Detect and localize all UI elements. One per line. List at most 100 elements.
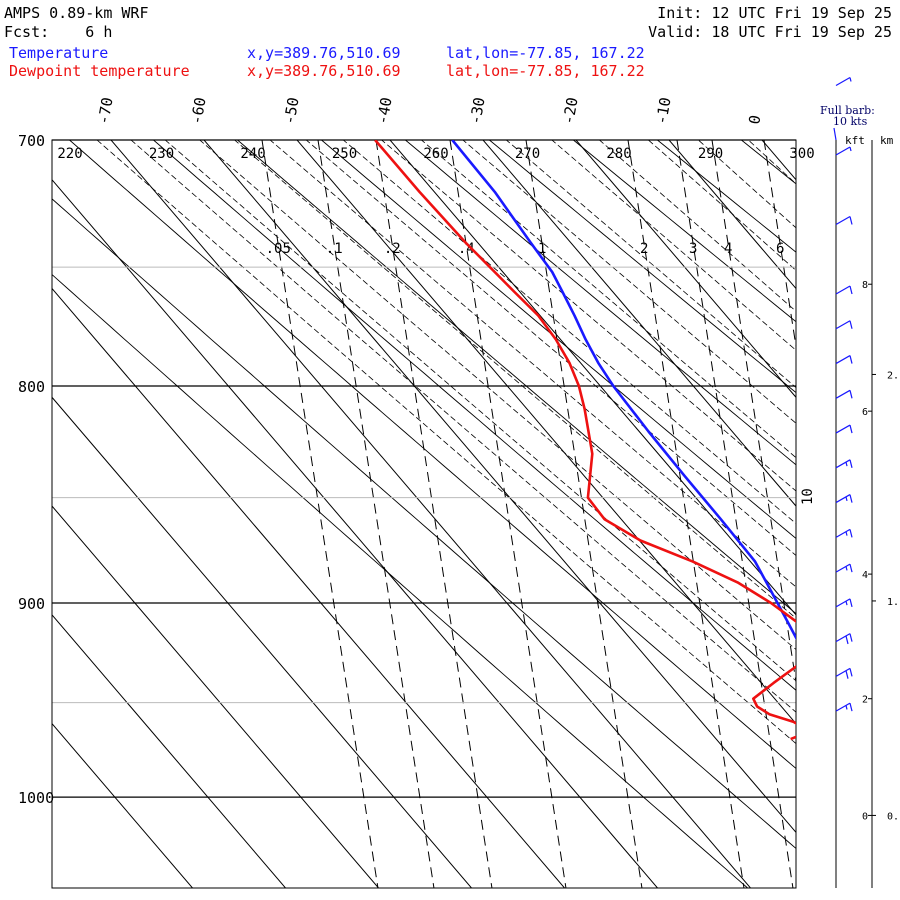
wind-barb [835,424,851,434]
wind-barb-flag [849,668,853,677]
kft-axis-label: kft [845,134,865,147]
isotherm-line [52,287,566,888]
plot-frame [51,139,797,889]
dewpoint-latlon: lat,lon=-77.85, 167.22 [446,62,645,80]
moist-adiabat-line [740,87,900,900]
mixing-ratio-label: .05 [266,241,291,257]
mixing-ratio-label: 1 [538,241,546,257]
wind-barb [835,146,851,156]
isotherm-line [52,722,194,888]
wind-barb-half-flag [845,496,848,502]
temperature-legend-label: Temperature [9,44,109,62]
moist-adiabat-line [130,140,796,713]
wind-barb [835,598,851,608]
wind-barb [835,702,851,712]
forecast-hour: Fcst: 6 h [4,23,113,41]
moist-adiabat-line [96,140,796,745]
isotherm-line [52,396,473,888]
moist-adiabat-line [747,140,796,185]
theta-label: 280 [606,146,631,162]
isotherm-line [389,140,796,616]
dry-adiabat-line [740,140,796,185]
temperature-profile-line [451,140,796,641]
wind-barb-flag [849,320,853,329]
wind-barb-flag [845,635,849,645]
wind-barb [835,633,851,643]
wind-barb-flag [849,633,853,642]
mixing-ratio-label: .1 [326,241,343,257]
theta-label: 270 [515,146,540,162]
mixing-ratio-line [627,140,745,888]
model-title: AMPS 0.89-km WRF [4,4,149,22]
isobar-lines [52,139,796,798]
dry-adiabat-line [152,140,796,691]
theta-label: 300 [789,146,814,162]
wind-barb-flag [849,390,853,399]
background-lines [52,87,900,900]
wind-barb [835,320,851,330]
moist-adiabat-line [420,140,796,459]
wind-barb-flag [849,598,853,608]
mixing-ratio-label: 2 [640,241,648,257]
wind-barb-flag [849,563,853,573]
mixing-ratio-label: 4 [724,241,732,257]
isotherm-line [52,614,287,888]
moist-adiabat-line [305,140,796,556]
pressure-tick-label: 900 [18,595,45,613]
wind-barb-half-flag [845,601,848,606]
moist-adiabat-line [598,140,796,312]
wind-barb-flag [849,285,853,295]
dry-adiabat-line [68,140,796,770]
wind-barb-flag [849,702,853,712]
wind-barb [835,215,851,226]
mixing-ratio-label: .2 [384,241,401,257]
mixing-ratio-line [375,140,493,888]
barb-legend-line1: Full barb: [820,104,875,117]
moist-adiabat-line [199,140,796,651]
isotherm-line [52,178,659,888]
wind-barb-half-flag [849,146,852,152]
wind-barb-flag [849,355,853,364]
moist-adiabat-line [837,87,900,900]
axis-labels: .05 .1 .2 .4 1 2 3 4 6 700 800 900 1000 -70 -60 -50 -40 -… [18,96,816,807]
km-tick-label: 0. [887,811,899,822]
dry-adiabat-line [792,114,900,900]
wind-barb [835,285,851,295]
wind-barb-half-flag [845,531,848,536]
dry-adiabat-line [572,140,796,323]
pressure-tick-label: 1000 [18,789,54,807]
mixing-ratio-line [317,140,435,888]
theta-label: 240 [240,146,265,162]
dry-adiabat-line [876,114,900,900]
mixing-ratio-line [261,140,379,888]
moist-adiabat-line [269,140,796,588]
dry-adiabat-line [52,198,796,850]
dewpoint-xy: x,y=389.76,510.69 [247,62,401,80]
isotherm-line [482,140,796,507]
moist-adiabat-line [647,140,796,271]
mixing-ratio-label: 6 [776,241,784,257]
wind-barb-half-flag [845,566,848,571]
pressure-tick-label: 800 [18,378,45,396]
wind-barb-top [833,127,837,141]
kft-tick-label: 8 [862,280,868,291]
wind-barb-half-flag [849,77,852,82]
isotherm-line [809,87,900,900]
moist-adiabat-line [380,140,796,492]
theta-label: 250 [332,146,357,162]
dry-adiabat-line [236,140,796,615]
mixing-ratio-label: .4 [458,241,475,257]
mixing-ratio-line [525,140,643,888]
isotherm-line [110,140,752,888]
wind-barb [835,76,851,86]
theta-label: 230 [149,146,174,162]
temperature-tick-label: -70 [94,96,116,126]
profiles [374,140,796,741]
moist-adiabat-line [164,140,796,682]
wind-barb-half-flag [845,705,848,710]
temperature-tick-label: 0 [745,114,764,126]
wind-barb-flag [849,216,853,225]
init-time: Init: 12 UTC Fri 19 Sep 25 [657,4,892,22]
km-axis-label: km [880,134,894,147]
wind-barb-flag [849,459,853,468]
